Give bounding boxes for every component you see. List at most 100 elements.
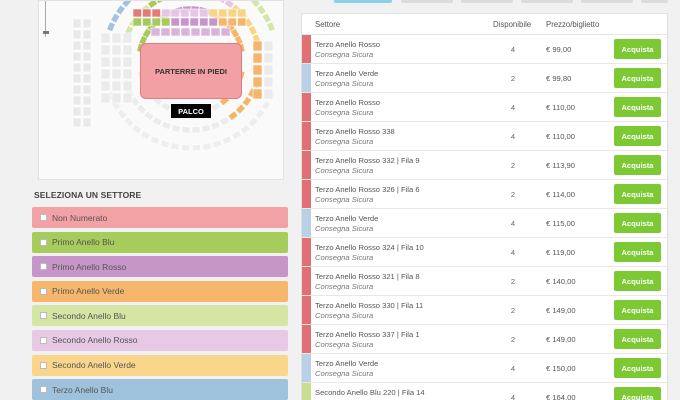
seat-block[interactable] [72,29,82,40]
seat-block[interactable] [263,52,274,64]
seat-block[interactable] [250,1,261,8]
sector-checkbox[interactable] [40,263,47,271]
seat-block[interactable] [254,108,266,120]
seat-block[interactable] [180,8,190,18]
seat-map[interactable]: PARTERRE IN PIEDI PALCO [38,0,284,180]
seat-block[interactable] [82,62,92,73]
seat-block[interactable] [189,8,199,18]
seat-block[interactable] [122,56,133,68]
seat-block[interactable] [161,8,171,18]
seat-block[interactable] [220,27,231,37]
seat-block[interactable] [142,17,152,27]
seat-block[interactable] [171,124,181,133]
seat-block[interactable] [111,44,122,56]
seat-block[interactable] [149,135,161,145]
buy-button[interactable]: Acquista [614,155,661,175]
buy-button[interactable]: Acquista [614,358,661,378]
buy-button[interactable]: Acquista [614,271,661,291]
buy-button[interactable]: Acquista [614,213,661,233]
seat-block[interactable] [223,1,235,9]
seat-block[interactable] [121,1,132,8]
seat-block[interactable] [159,139,170,149]
seat-block[interactable] [202,142,212,151]
seat-block[interactable] [82,29,92,40]
seat-block[interactable] [140,130,151,141]
seat-block[interactable] [82,73,92,84]
seat-block[interactable] [252,64,263,76]
seat-block[interactable] [142,8,152,18]
seat-block[interactable] [82,106,92,117]
buy-button[interactable]: Acquista [614,242,661,262]
seat-block[interactable] [201,124,211,133]
seat-block[interactable] [190,27,201,37]
seat-block[interactable] [72,62,82,73]
seat-block[interactable] [227,17,237,27]
seat-block[interactable] [218,17,228,27]
seat-block[interactable] [136,103,147,115]
seat-block[interactable] [111,32,122,44]
seat-block[interactable] [248,25,258,36]
seat-block[interactable] [180,27,191,37]
seat-block[interactable] [199,17,209,27]
seat-block[interactable] [261,12,272,24]
seat-block[interactable] [122,32,133,44]
seat-block[interactable] [72,117,82,128]
sector-filter-item[interactable]: Primo Anello Rosso [32,256,288,278]
seat-block[interactable] [181,126,191,134]
seat-block[interactable] [263,76,274,88]
seat-block[interactable] [115,4,126,16]
seat-block[interactable] [239,123,251,135]
seat-block[interactable] [111,56,122,68]
seat-block[interactable] [252,52,263,64]
seat-block[interactable] [110,12,121,24]
seat-block[interactable] [241,96,253,107]
buy-button[interactable]: Acquista [614,126,661,146]
zoom-handle[interactable] [43,31,49,34]
seat-block[interactable] [189,17,199,27]
seat-block[interactable] [227,110,239,121]
seat-block[interactable] [72,106,82,117]
buy-button[interactable]: Acquista [614,97,661,117]
seat-block[interactable] [247,116,259,128]
seat-block[interactable] [160,27,171,37]
seat-block[interactable] [122,92,133,104]
seat-block[interactable] [100,68,111,80]
seat-block[interactable] [252,76,263,88]
seat-block[interactable] [210,120,221,131]
tab-4[interactable] [521,0,573,3]
seat-block[interactable] [152,116,163,127]
seat-block[interactable] [122,68,133,80]
seat-block[interactable] [256,4,267,16]
seat-block[interactable] [261,99,271,111]
seat-block[interactable] [170,27,181,37]
seat-block[interactable] [106,21,116,32]
seat-block[interactable] [123,116,135,128]
seat-block[interactable] [191,126,201,134]
buy-button[interactable]: Acquista [614,68,661,88]
seat-block[interactable] [237,17,247,27]
seat-block[interactable] [181,144,191,152]
seat-block[interactable] [72,73,82,84]
buy-button[interactable]: Acquista [614,387,661,400]
sector-filter-item[interactable]: Primo Anello Blu [32,231,288,253]
tab-5[interactable] [581,0,633,3]
tab-3[interactable] [461,0,513,3]
seat-block[interactable] [111,80,122,92]
seat-block[interactable] [132,8,142,18]
seat-block[interactable] [82,95,92,106]
seat-block[interactable] [210,101,222,112]
seat-block[interactable] [221,135,233,145]
seat-block[interactable] [210,27,221,37]
seat-block[interactable] [235,103,246,115]
seat-block[interactable] [200,27,211,37]
seat-block[interactable] [111,92,122,104]
sector-checkbox[interactable] [40,214,47,221]
seat-block[interactable] [263,64,274,76]
seat-block[interactable] [252,88,263,100]
seat-block[interactable] [199,8,209,18]
seat-block[interactable] [237,8,247,18]
seat-block[interactable] [263,88,274,100]
sector-checkbox[interactable] [40,361,47,369]
seat-block[interactable] [82,84,92,95]
seat-block[interactable] [170,142,180,151]
